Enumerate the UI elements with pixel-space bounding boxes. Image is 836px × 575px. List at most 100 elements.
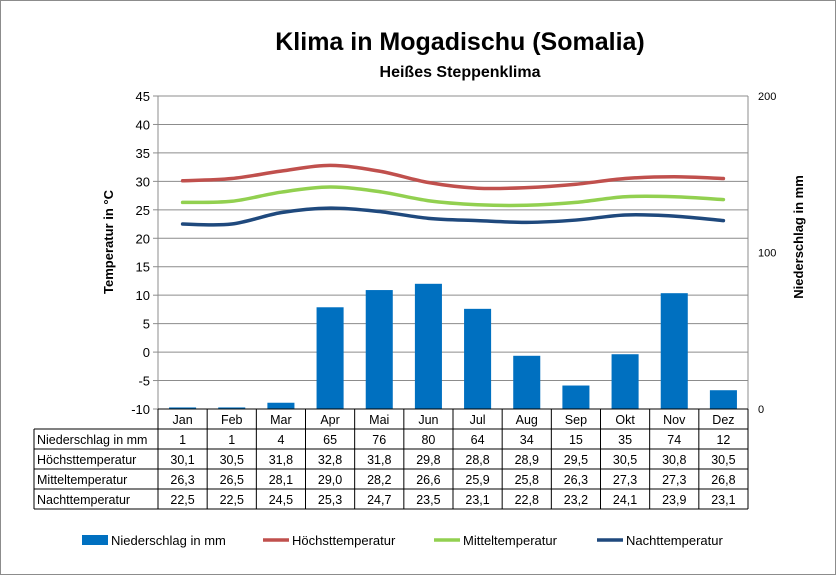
table-cell-value: 24,5 [269, 493, 293, 507]
precipitation-bars [169, 283, 737, 409]
table-cell-value: 80 [421, 433, 435, 447]
y-tick-label-left: 10 [136, 288, 150, 303]
table-cell-value: 34 [520, 433, 534, 447]
table-cell-value: 27,3 [662, 473, 686, 487]
y-tick-label-left: 45 [136, 89, 150, 104]
legend-label: Niederschlag in mm [111, 533, 226, 548]
table-cell-value: 24,7 [367, 493, 391, 507]
table-cell-value: 25,8 [515, 473, 539, 487]
x-tick-label: Mai [369, 413, 389, 427]
table-cell-value: 23,1 [711, 493, 735, 507]
x-tick-label: Jun [418, 413, 438, 427]
table-cell-value: 23,5 [416, 493, 440, 507]
x-tick-label: Apr [320, 413, 339, 427]
y-axis-left-label: Temperatur in °C [101, 189, 116, 294]
table-cell-value: 29,0 [318, 473, 342, 487]
legend-label: Nachttemperatur [626, 533, 723, 548]
table-cell-value: 24,1 [613, 493, 637, 507]
gridlines [158, 95, 748, 410]
table-cell-value: 23,2 [564, 493, 588, 507]
table-cell-value: 26,3 [564, 473, 588, 487]
table-row-label: Niederschlag in mm [37, 433, 147, 447]
table-cell-value: 76 [372, 433, 386, 447]
precipitation-bar [365, 290, 393, 409]
y-tick-label-left: -5 [138, 374, 150, 389]
precipitation-bar [709, 390, 737, 409]
table-cell-value: 4 [277, 433, 284, 447]
legend: Niederschlag in mm Höchsttemperatur Mittel… [82, 533, 723, 548]
table-cell-value: 30,5 [220, 453, 244, 467]
table-cell-value: 25,3 [318, 493, 342, 507]
x-tick-label: Sep [565, 413, 587, 427]
table-cell-value: 23,9 [662, 493, 686, 507]
legend-label: Höchsttemperatur [292, 533, 396, 548]
table-cell-value: 30,5 [711, 453, 735, 467]
chart-subtitle: Heißes Steppenklima [380, 64, 541, 81]
precipitation-bar [562, 385, 590, 409]
y-tick-label-left: 25 [136, 203, 150, 218]
table-cell-value: 26,3 [170, 473, 194, 487]
data-table: Jan Feb Mar Apr Mai Jun Jul Aug Sep Okt Nov Dez Nied… [33, 408, 749, 510]
precipitation-bar [513, 355, 541, 409]
table-cell-value: 32,8 [318, 453, 342, 467]
x-tick-label: Feb [221, 413, 243, 427]
table-cell-value: 35 [618, 433, 632, 447]
axes: 45 40 35 30 25 20 15 10 5 0 -5 -10 200 100 0 [131, 89, 776, 417]
x-tick-label: Mar [270, 413, 292, 427]
table-cell-value: 29,5 [564, 453, 588, 467]
table-cell-value: 28,8 [465, 453, 489, 467]
y-tick-label-right: 100 [758, 248, 776, 260]
table-cell-value: 23,1 [465, 493, 489, 507]
table-cell-value: 27,3 [613, 473, 637, 487]
table-cell-value: 74 [667, 433, 681, 447]
y-axis-right-label: Niederschlag in mm [791, 175, 806, 299]
temperature-line [180, 185, 726, 208]
table-cell-value: 12 [716, 433, 730, 447]
precipitation-bar [267, 402, 295, 409]
table-cell-value: 22,8 [515, 493, 539, 507]
table-cell-value: 26,6 [416, 473, 440, 487]
x-tick-label: Jul [470, 413, 486, 427]
precipitation-bar [316, 307, 344, 409]
x-tick-label: Jan [173, 413, 193, 427]
precipitation-bar [464, 308, 492, 409]
table-cell-value: 31,8 [367, 453, 391, 467]
table-cell-value: 22,5 [220, 493, 244, 507]
table-cell-value: 26,5 [220, 473, 244, 487]
precipitation-bar [611, 354, 639, 409]
y-tick-label-left: 40 [136, 117, 150, 132]
precipitation-bar [169, 407, 197, 409]
y-tick-label-left: 20 [136, 231, 150, 246]
y-tick-label-left: -10 [131, 402, 150, 417]
x-tick-label: Nov [663, 413, 686, 427]
y-tick-label-left: 15 [136, 260, 150, 275]
table-cell-value: 25,9 [465, 473, 489, 487]
table-cell-value: 65 [323, 433, 337, 447]
table-row-label: Nachttemperatur [37, 493, 130, 507]
chart-title: Klima in Mogadischu (Somalia) [275, 28, 645, 56]
table-cell-value: 15 [569, 433, 583, 447]
table-cell-value: 28,9 [515, 453, 539, 467]
table-cell-value: 30,8 [662, 453, 686, 467]
table-cell-value: 26,8 [711, 473, 735, 487]
table-cell-value: 30,5 [613, 453, 637, 467]
table-cell-value: 28,1 [269, 473, 293, 487]
y-tick-label-left: 35 [136, 146, 150, 161]
temperature-lines [180, 163, 726, 227]
table-cell-value: 30,1 [170, 453, 194, 467]
y-tick-label-right: 0 [758, 404, 764, 416]
precipitation-bar [218, 407, 246, 409]
table-cell-value: 28,2 [367, 473, 391, 487]
x-tick-label: Okt [615, 413, 635, 427]
table-cell-value: 1 [179, 433, 186, 447]
precipitation-bar [414, 283, 442, 409]
y-tick-label-left: 0 [143, 345, 150, 360]
table-cell-value: 22,5 [170, 493, 194, 507]
temperature-line [180, 206, 726, 227]
table-row-label: Mitteltemperatur [37, 473, 127, 487]
table-cell-value: 29,8 [416, 453, 440, 467]
legend-label: Mitteltemperatur [463, 533, 558, 548]
temperature-line [180, 163, 726, 191]
y-tick-label-left: 5 [143, 317, 150, 332]
